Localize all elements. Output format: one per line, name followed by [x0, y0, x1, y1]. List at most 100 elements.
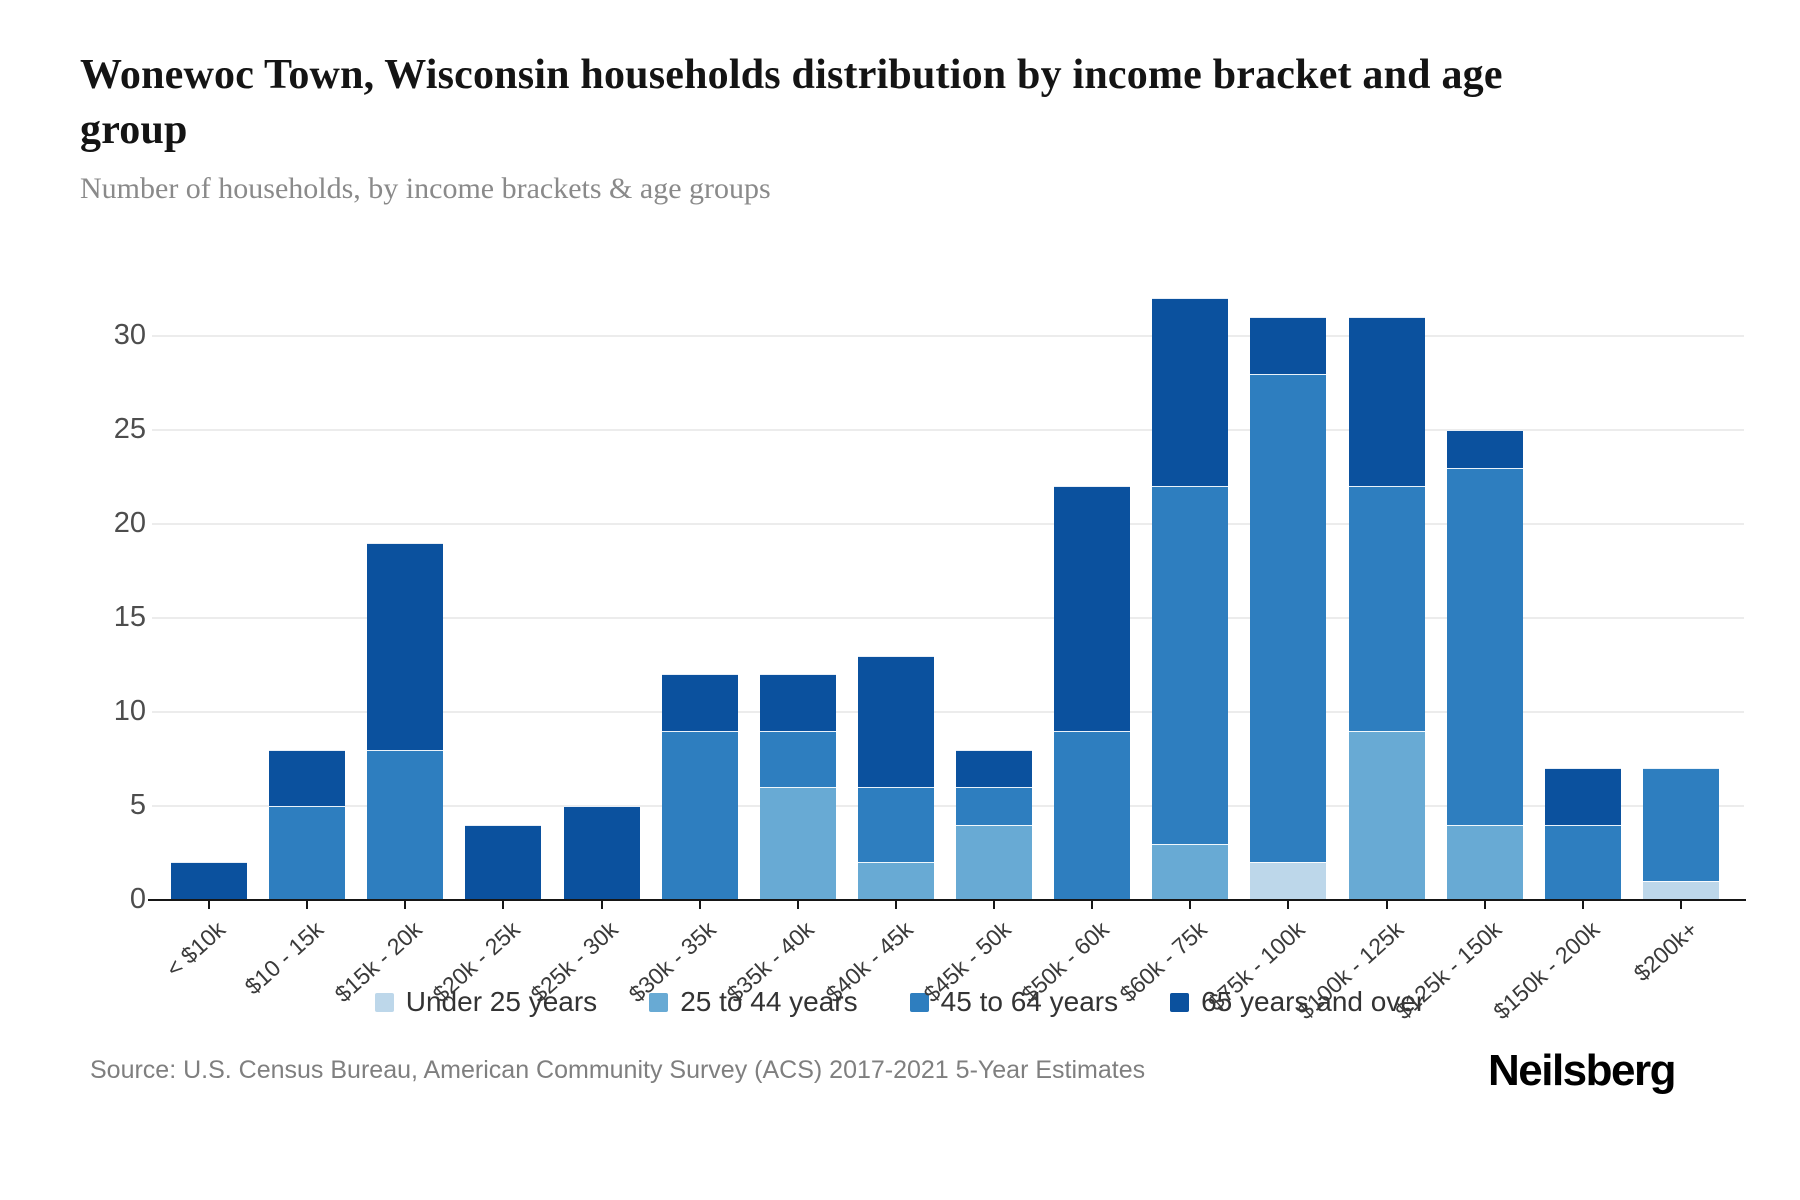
segment-65-years-and-over: [1446, 430, 1523, 468]
segment-25-to-44-years: [956, 824, 1033, 900]
x-tick: [1287, 900, 1290, 909]
segment-65-years-and-over: [661, 674, 738, 731]
segment-45-to-64-years: [759, 730, 836, 788]
bar-$20k - 25k: [465, 824, 542, 900]
chart-subtitle: Number of households, by income brackets…: [80, 172, 771, 205]
legend-label: Under 25 years: [405, 986, 598, 1017]
x-tick: [993, 900, 996, 909]
bar-$125k - 150k: [1446, 430, 1523, 900]
bar-$45k - 50k: [956, 749, 1033, 900]
plot-area: 0 5 10 15 20 25 30: [114, 285, 1746, 915]
x-tick: [698, 900, 701, 909]
bar-$25k - 30k: [563, 806, 640, 900]
segment-45-to-64-years: [661, 730, 738, 900]
bar-$75k - 100k: [1250, 317, 1327, 900]
segment-45-to-64-years: [1348, 486, 1425, 731]
legend-item-45-to-64-years: 45 to 64 years: [909, 986, 1119, 1018]
bar-$15k - 20k: [367, 542, 444, 900]
x-axis-label-< $10k: < $10k: [161, 916, 231, 982]
segment-65-years-and-over: [956, 749, 1033, 788]
segment-45-to-64-years: [1054, 730, 1131, 900]
y-axis-label-30: 30: [113, 319, 146, 351]
segment-45-to-64-years: [1446, 467, 1523, 825]
gridline-30: [152, 335, 1744, 337]
segment-45-to-64-years: [1152, 486, 1229, 844]
segment-45-to-64-years: [1642, 768, 1719, 882]
legend-swatch-icon: [909, 992, 929, 1012]
legend-item-25-to-44-years: 25 to 44 years: [649, 986, 858, 1018]
segment-65-years-and-over: [1054, 486, 1131, 731]
y-axis-label-5: 5: [129, 789, 146, 821]
legend-item-under-25-years: Under 25 years: [374, 986, 598, 1018]
brand-logo: Neilsberg: [1487, 1046, 1677, 1095]
segment-under-25-years: [1642, 881, 1719, 900]
y-axis-label-25: 25: [113, 413, 146, 445]
segment-65-years-and-over: [857, 655, 934, 788]
x-tick: [1091, 900, 1094, 909]
x-tick: [404, 900, 407, 909]
segment-45-to-64-years: [857, 787, 934, 863]
segment-25-to-44-years: [1152, 843, 1229, 900]
segment-25-to-44-years: [857, 862, 934, 900]
segment-45-to-64-years: [956, 787, 1033, 825]
legend: Under 25 years 25 to 44 years 45 to 64 yea…: [0, 986, 1800, 1018]
segment-45-to-64-years: [367, 749, 444, 900]
x-axis-label-$200k+: $200k+: [1628, 916, 1703, 987]
x-tick: [1581, 900, 1584, 909]
segment-65-years-and-over: [1250, 317, 1327, 374]
legend-label: 45 to 64 years: [940, 986, 1119, 1017]
chart-title: Wonewoc Town, Wisconsin households distr…: [80, 52, 1503, 153]
bar-$60k - 75k: [1152, 298, 1229, 900]
legend-swatch-icon: [1170, 992, 1190, 1012]
bar-$100k - 125k: [1348, 317, 1425, 900]
y-axis-label-15: 15: [113, 601, 146, 633]
y-axis-label-10: 10: [113, 695, 146, 727]
segment-45-to-64-years: [269, 806, 346, 900]
bar-$50k - 60k: [1054, 486, 1131, 900]
segment-65-years-and-over: [367, 542, 444, 750]
segment-65-years-and-over: [171, 862, 248, 900]
bar-$30k - 35k: [661, 674, 738, 900]
segment-65-years-and-over: [1348, 317, 1425, 487]
segment-65-years-and-over: [563, 806, 640, 900]
y-axis-label-20: 20: [113, 507, 146, 539]
segment-65-years-and-over: [1544, 768, 1621, 825]
gridline-5: [152, 805, 1744, 807]
gridline-10: [152, 711, 1744, 713]
legend-swatch-icon: [374, 992, 394, 1012]
bar-$40k - 45k: [857, 655, 934, 900]
segment-65-years-and-over: [465, 824, 542, 900]
x-tick: [600, 900, 603, 909]
x-tick: [796, 900, 799, 909]
bar-< $10k: [171, 862, 248, 900]
legend-item-65-years-and-over: 65 years and over: [1170, 986, 1425, 1018]
x-tick: [894, 900, 897, 909]
segment-25-to-44-years: [759, 787, 836, 900]
segment-65-years-and-over: [1152, 298, 1229, 487]
legend-swatch-icon: [649, 992, 669, 1012]
segment-under-25-years: [1250, 862, 1327, 900]
gridline-15: [152, 617, 1744, 619]
x-tick: [1385, 900, 1388, 909]
segment-45-to-64-years: [1544, 824, 1621, 900]
bar-$200k+: [1642, 768, 1719, 900]
y-axis-label-0: 0: [129, 883, 146, 915]
segment-25-to-44-years: [1446, 824, 1523, 900]
segment-65-years-and-over: [269, 749, 346, 806]
x-tick: [208, 900, 211, 909]
segment-45-to-64-years: [1250, 373, 1327, 863]
bar-$35k - 40k: [759, 674, 836, 900]
x-tick: [1483, 900, 1486, 909]
legend-label: 25 to 44 years: [680, 986, 858, 1017]
x-tick: [1679, 900, 1682, 909]
bar-$150k - 200k: [1544, 768, 1621, 900]
x-tick: [1189, 900, 1192, 909]
segment-65-years-and-over: [759, 674, 836, 731]
x-axis-line: [148, 899, 1746, 901]
legend-label: 65 years and over: [1201, 986, 1426, 1017]
gridline-25: [152, 429, 1744, 431]
gridline-20: [152, 523, 1744, 525]
bar-$10 - 15k: [269, 749, 346, 900]
x-tick: [306, 900, 309, 909]
